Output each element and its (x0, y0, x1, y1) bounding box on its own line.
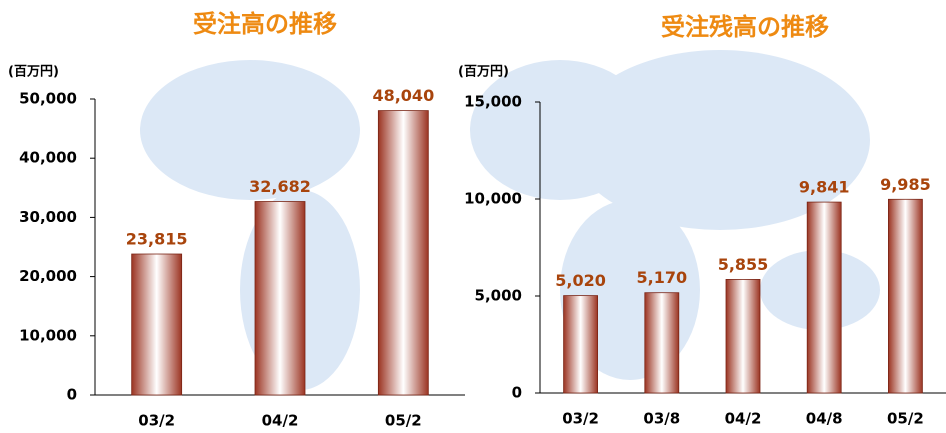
y-tick-label: 20,000 (19, 267, 77, 285)
x-tick-label: 04/2 (725, 410, 762, 428)
y-tick-label: 40,000 (19, 149, 77, 167)
value-label: 23,815 (126, 230, 188, 249)
bar (806, 201, 842, 394)
value-label: 9,985 (880, 175, 931, 194)
y-tick-label: 50,000 (19, 90, 77, 108)
bar (725, 279, 761, 394)
value-label: 32,682 (249, 177, 311, 196)
bar (644, 292, 680, 394)
y-tick-label: 10,000 (464, 190, 522, 208)
value-label: 48,040 (372, 86, 434, 105)
chart-title: 受注高の推移 (193, 10, 337, 38)
y-axis-unit: (百万円) (8, 65, 59, 80)
y-tick-label: 15,000 (464, 93, 522, 111)
bar (131, 253, 183, 396)
chart-title: 受注残高の推移 (661, 13, 829, 41)
bar (888, 198, 923, 394)
x-tick-label: 03/2 (138, 412, 175, 430)
bar (563, 295, 598, 394)
y-tick-label: 30,000 (19, 208, 77, 226)
value-label: 5,170 (636, 268, 687, 287)
x-tick-label: 04/2 (262, 412, 299, 430)
value-label: 5,855 (718, 255, 769, 274)
x-tick-label: 03/8 (643, 410, 680, 428)
value-label: 9,841 (799, 178, 850, 197)
bar (377, 110, 429, 396)
x-tick-label: 03/2 (562, 410, 599, 428)
x-tick-label: 05/2 (887, 410, 924, 428)
x-tick-label: 04/8 (806, 410, 843, 428)
value-label: 5,020 (555, 271, 606, 290)
y-tick-label: 0 (512, 384, 522, 402)
y-axis-unit: (百万円) (458, 65, 509, 80)
y-tick-label: 10,000 (19, 326, 77, 344)
y-tick-label: 0 (67, 386, 77, 404)
x-tick-label: 05/2 (385, 412, 422, 430)
bar (254, 201, 306, 396)
y-tick-label: 5,000 (475, 287, 522, 305)
